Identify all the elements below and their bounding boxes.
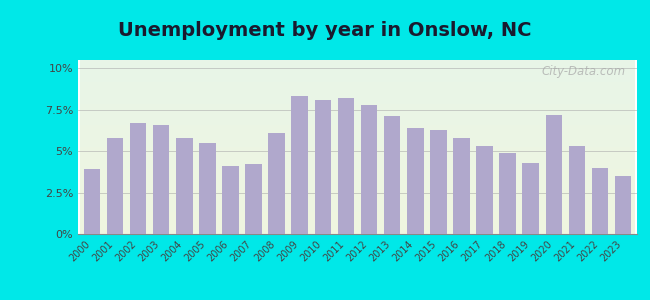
- Bar: [592, 168, 608, 234]
- Bar: [523, 163, 539, 234]
- Bar: [361, 105, 378, 234]
- Bar: [476, 146, 493, 234]
- Bar: [107, 138, 124, 234]
- Bar: [569, 146, 585, 234]
- Bar: [384, 116, 400, 234]
- Bar: [268, 133, 285, 234]
- Bar: [315, 100, 331, 234]
- Bar: [499, 153, 516, 234]
- Bar: [153, 124, 170, 234]
- Bar: [84, 169, 100, 234]
- Bar: [199, 143, 216, 234]
- Bar: [615, 176, 631, 234]
- Text: Unemployment by year in Onslow, NC: Unemployment by year in Onslow, NC: [118, 21, 532, 40]
- Bar: [245, 164, 262, 234]
- Bar: [430, 130, 447, 234]
- Bar: [222, 166, 239, 234]
- Bar: [176, 138, 192, 234]
- Bar: [407, 128, 424, 234]
- Bar: [337, 98, 354, 234]
- Text: City-Data.com: City-Data.com: [541, 65, 626, 78]
- Bar: [453, 138, 470, 234]
- Bar: [545, 115, 562, 234]
- Bar: [291, 97, 308, 234]
- Bar: [130, 123, 146, 234]
